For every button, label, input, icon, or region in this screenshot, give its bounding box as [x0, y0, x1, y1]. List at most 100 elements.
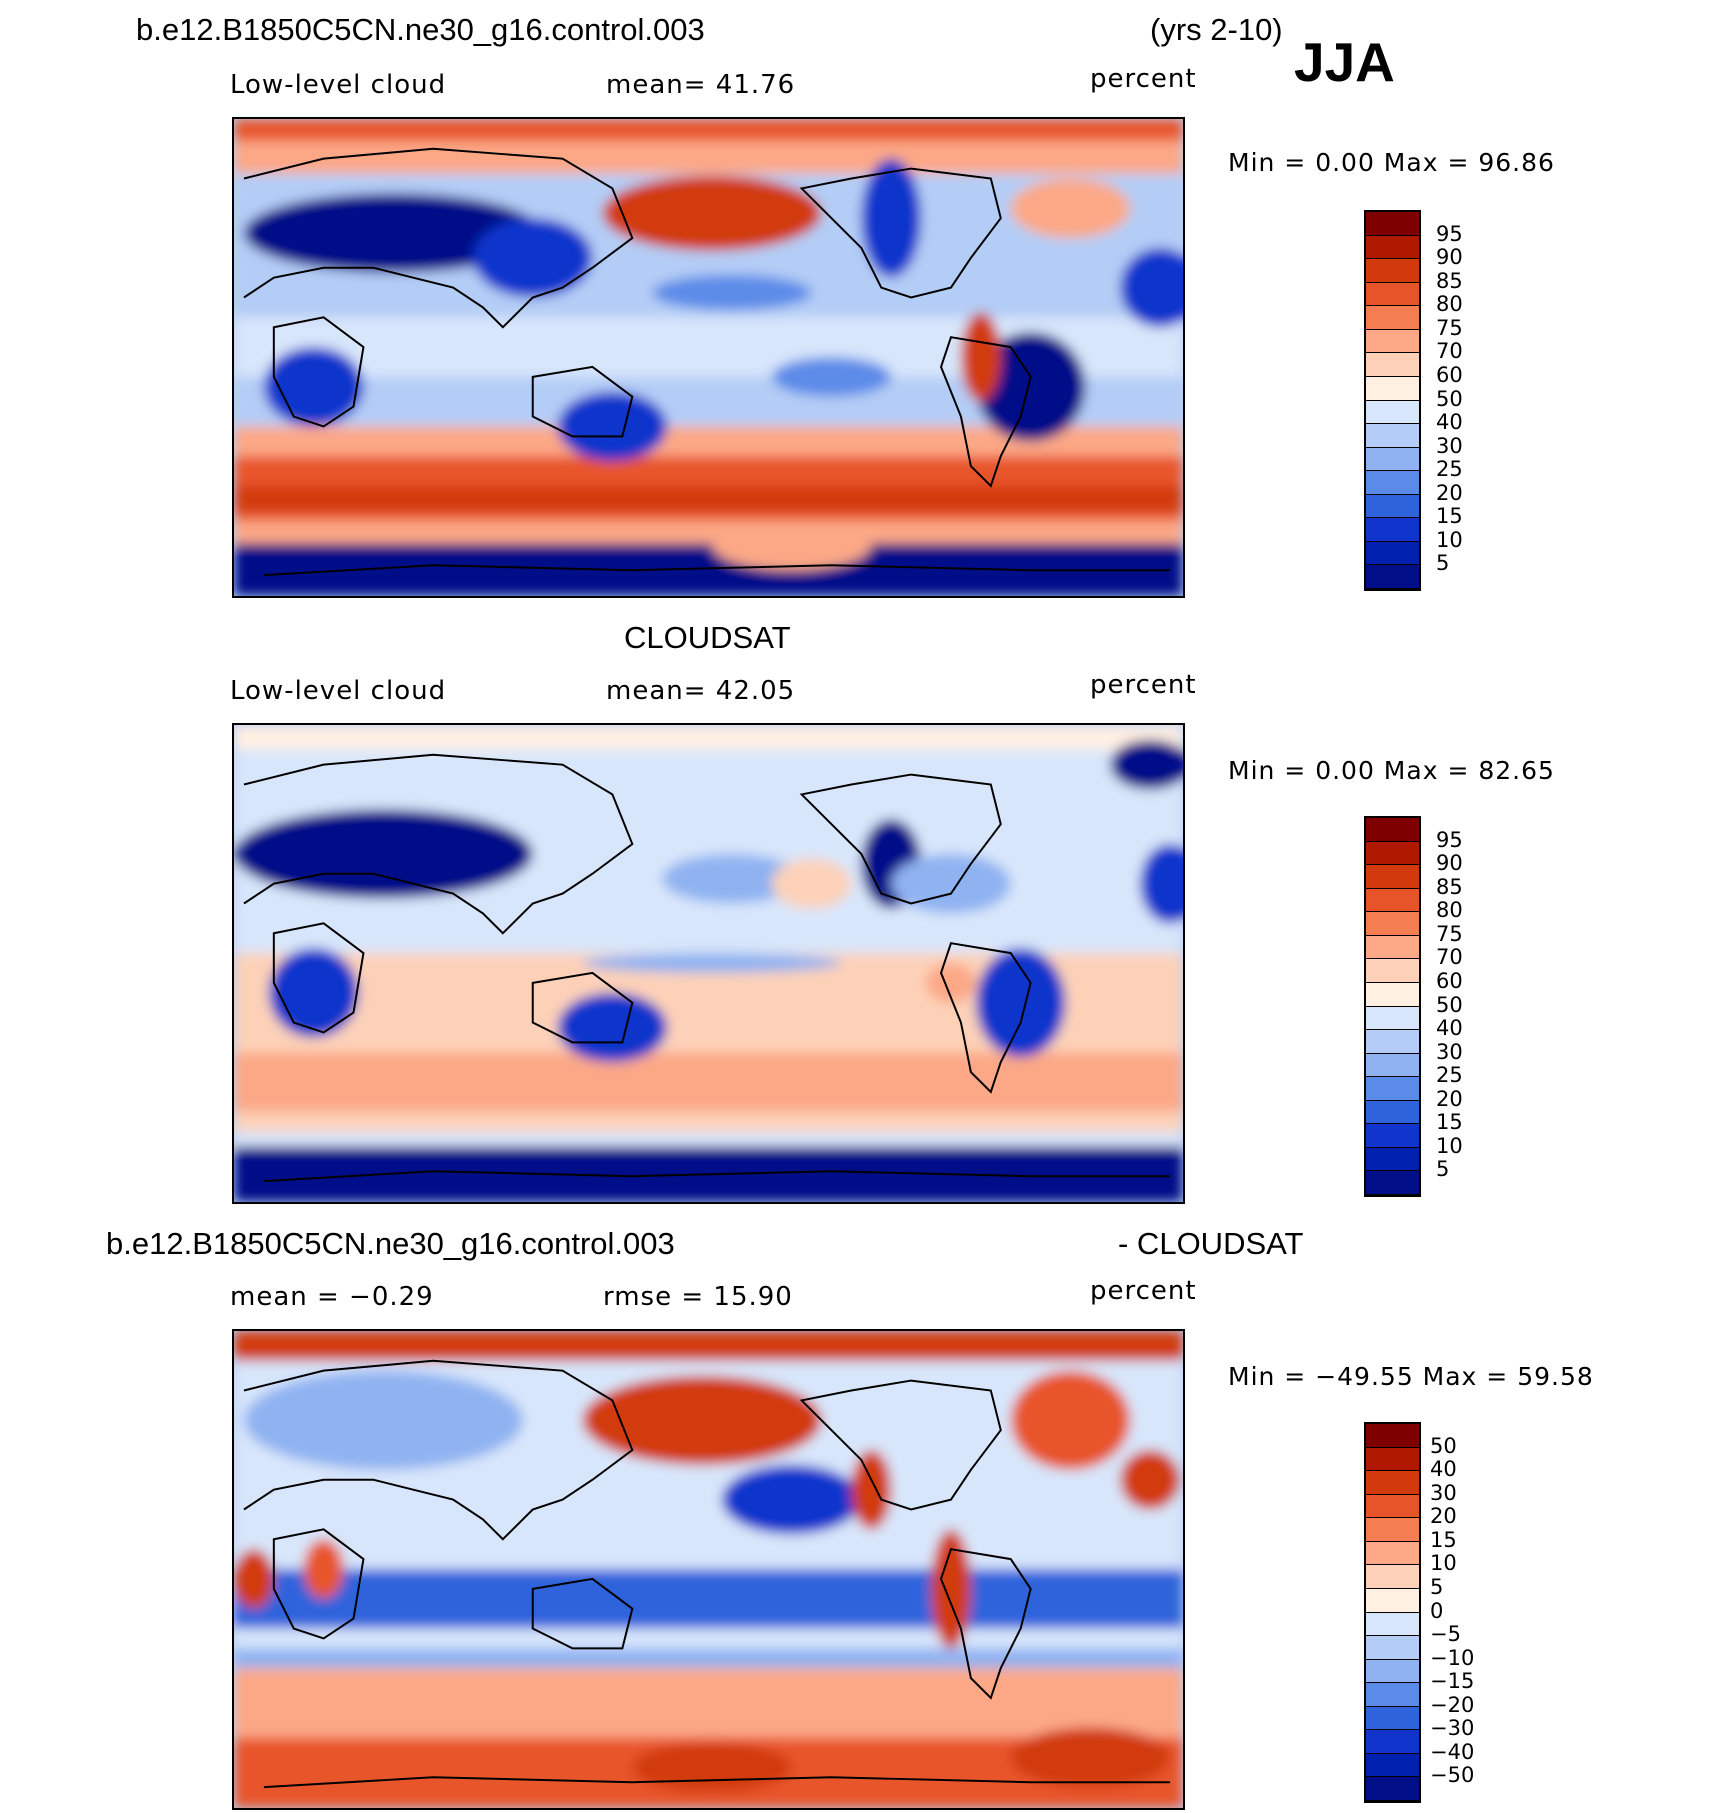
panel2-title: CLOUDSAT [624, 620, 791, 655]
colorbar-swatch [1366, 212, 1419, 236]
colorbar-swatch [1366, 1100, 1419, 1125]
colorbar-label: 50 [1430, 1433, 1457, 1458]
colorbar-label: 40 [1436, 1016, 1463, 1041]
panel1-units: percent [1090, 64, 1197, 94]
colorbar-swatch [1366, 1494, 1419, 1519]
colorbar-swatch [1366, 541, 1419, 566]
panel2-variable: Low-level cloud [230, 676, 447, 706]
colorbar-label: −30 [1430, 1716, 1475, 1741]
panel3-mean: mean = −0.29 [230, 1282, 434, 1312]
colorbar-label: 60 [1436, 968, 1463, 993]
colorbar-swatch [1366, 1777, 1419, 1801]
panel3-colorbar [1364, 1422, 1421, 1803]
colorbar-label: 40 [1436, 410, 1463, 435]
colorbar-label: 85 [1436, 874, 1463, 899]
colorbar-swatch [1366, 447, 1419, 472]
panel2-min-max: Min = 0.00 Max = 82.65 [1228, 756, 1555, 785]
colorbar-label: 15 [1436, 504, 1463, 529]
colorbar-swatch [1366, 1730, 1419, 1754]
colorbar-swatch [1366, 982, 1419, 1007]
panel3-title-left: b.e12.B1850C5CN.ne30_g16.control.003 [106, 1226, 675, 1261]
colorbar-swatch [1366, 1030, 1419, 1054]
colorbar-swatch [1366, 1565, 1419, 1589]
colorbar-label: −20 [1430, 1692, 1475, 1717]
colorbar-swatch [1366, 841, 1419, 866]
colorbar-swatch [1366, 424, 1419, 448]
colorbar-swatch [1366, 1006, 1419, 1031]
colorbar-swatch [1366, 1424, 1419, 1448]
panel1-mean: mean= 41.76 [606, 70, 796, 100]
colorbar-label: 40 [1430, 1457, 1457, 1482]
panel1-colorbar-labels: 95 90 85 80 75 70 60 50 40 30 25 20 15 10 5 [1432, 210, 1492, 591]
colorbar-label: 80 [1436, 292, 1463, 317]
colorbar-label: 95 [1436, 827, 1463, 852]
colorbar-swatch [1366, 565, 1419, 589]
colorbar-label: 20 [1436, 480, 1463, 505]
colorbar-swatch [1366, 1077, 1419, 1101]
colorbar-swatch [1366, 353, 1419, 377]
colorbar-swatch [1366, 865, 1419, 889]
colorbar-swatch [1366, 1612, 1419, 1637]
colorbar-label: 25 [1436, 1063, 1463, 1088]
colorbar-swatch [1366, 518, 1419, 542]
panel3-map [232, 1329, 1185, 1810]
colorbar-label: 70 [1436, 339, 1463, 364]
colorbar-swatch [1366, 259, 1419, 283]
colorbar-label: 75 [1436, 921, 1463, 946]
colorbar-label: 10 [1430, 1551, 1457, 1576]
colorbar-label: 70 [1436, 945, 1463, 970]
colorbar-swatch [1366, 471, 1419, 495]
panel1-map-field [234, 119, 1183, 596]
colorbar-label: 30 [1436, 433, 1463, 458]
colorbar-label: 5 [1430, 1574, 1444, 1599]
colorbar-swatch [1366, 235, 1419, 260]
colorbar-label: 10 [1436, 527, 1463, 552]
colorbar-label: 20 [1436, 1086, 1463, 1111]
colorbar-label: 15 [1430, 1527, 1457, 1552]
colorbar-swatch [1366, 959, 1419, 983]
colorbar-label: −10 [1430, 1645, 1475, 1670]
colorbar-swatch [1366, 1124, 1419, 1148]
colorbar-swatch [1366, 1588, 1419, 1613]
colorbar-swatch [1366, 1518, 1419, 1542]
panel3-map-field [234, 1331, 1183, 1808]
panel3-rmse: rmse = 15.90 [603, 1282, 793, 1312]
panel1-min-max: Min = 0.00 Max = 96.86 [1228, 148, 1555, 177]
colorbar-label: 95 [1436, 221, 1463, 246]
panel2-map-field [234, 725, 1183, 1202]
panel2-colorbar-labels: 95 90 85 80 75 70 60 50 40 30 25 20 15 10 5 [1432, 816, 1492, 1197]
colorbar-label: 80 [1436, 898, 1463, 923]
panel2-units: percent [1090, 670, 1197, 700]
colorbar-swatch [1366, 912, 1419, 936]
colorbar-swatch [1366, 282, 1419, 307]
colorbar-swatch [1366, 1171, 1419, 1195]
colorbar-swatch [1366, 1683, 1419, 1707]
panel3-colorbar-labels: 50 40 30 20 15 10 5 0 −5 −10 −15 −20 −30 −40 −50 [1430, 1422, 1492, 1803]
colorbar-swatch [1366, 1471, 1419, 1495]
colorbar-label: 50 [1436, 992, 1463, 1017]
colorbar-swatch [1366, 1706, 1419, 1731]
colorbar-label: −40 [1430, 1739, 1475, 1764]
colorbar-label: 10 [1436, 1133, 1463, 1158]
colorbar-swatch [1366, 306, 1419, 330]
colorbar-swatch [1366, 1447, 1419, 1472]
panel3-units: percent [1090, 1276, 1197, 1306]
colorbar-swatch [1366, 376, 1419, 401]
colorbar-swatch [1366, 1053, 1419, 1078]
colorbar-label: 5 [1436, 1157, 1450, 1182]
colorbar-swatch [1366, 400, 1419, 425]
panel1-map [232, 117, 1185, 598]
colorbar-swatch [1366, 329, 1419, 354]
colorbar-swatch [1366, 1147, 1419, 1172]
panel2-mean: mean= 42.05 [606, 676, 796, 706]
colorbar-label: 20 [1430, 1504, 1457, 1529]
colorbar-label: 15 [1436, 1110, 1463, 1135]
colorbar-label: 60 [1436, 362, 1463, 387]
colorbar-label: 30 [1436, 1039, 1463, 1064]
colorbar-swatch [1366, 1636, 1419, 1660]
panel2-map [232, 723, 1185, 1204]
colorbar-swatch [1366, 818, 1419, 842]
colorbar-label: −50 [1430, 1763, 1475, 1788]
panel1-colorbar [1364, 210, 1421, 591]
colorbar-swatch [1366, 1753, 1419, 1778]
